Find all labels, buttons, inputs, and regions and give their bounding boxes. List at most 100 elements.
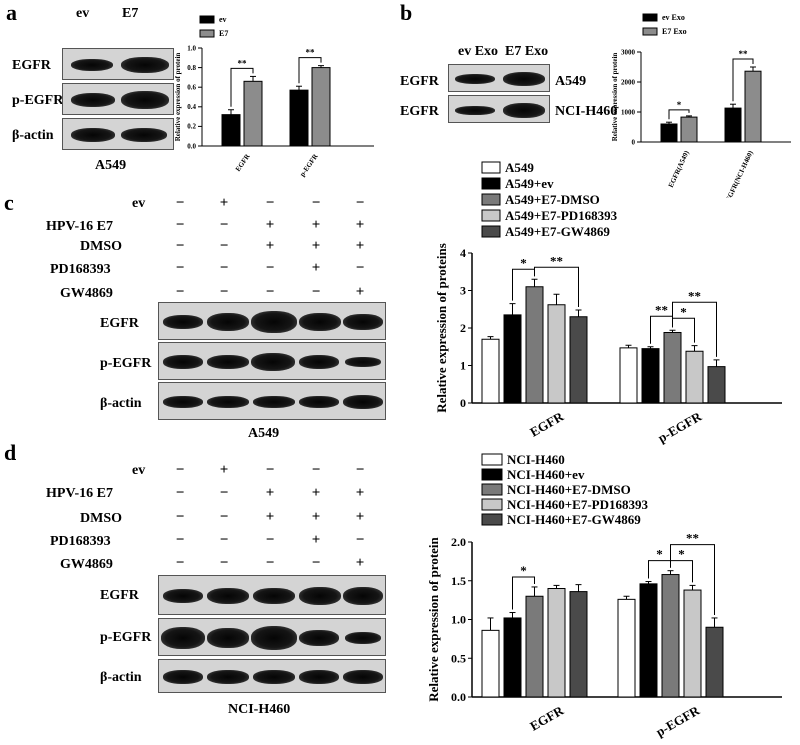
- legend-label: ev: [219, 15, 227, 24]
- treatment-sign: +: [355, 284, 365, 300]
- bar: [663, 332, 682, 404]
- x-tick-label: p-EGFR: [653, 702, 702, 739]
- legend-label: E7 Exo: [662, 27, 687, 36]
- legend-label: A549+E7-PD168393: [505, 208, 618, 223]
- bar: [481, 629, 500, 698]
- row-label-p-egfr: p-EGFR: [100, 356, 152, 371]
- significance-bracket: [732, 58, 754, 102]
- y-tick-label: 0: [460, 396, 466, 410]
- treatment-sign: −: [311, 555, 321, 571]
- y-axis-label: Relative expression of protein: [426, 536, 441, 701]
- legend-swatch: [642, 27, 658, 36]
- legend-label: NCI-H460+E7-GW4869: [507, 512, 641, 527]
- y-axis-label: Relative expression of proteins: [434, 243, 449, 413]
- band: [163, 315, 203, 329]
- y-tick-label: 0.8: [187, 64, 196, 72]
- treatment-sign: −: [175, 217, 185, 233]
- legend-swatch: [481, 498, 503, 511]
- band: [161, 627, 205, 649]
- band: [71, 93, 115, 107]
- row-label-egfr: EGFR: [100, 588, 139, 603]
- treatment-sign: −: [265, 555, 275, 571]
- band: [343, 314, 383, 330]
- treatment-sign: −: [175, 485, 185, 501]
- panel-label-a: a: [6, 0, 17, 25]
- treatment-label: GW4869: [60, 286, 113, 301]
- treatment-sign: −: [175, 462, 185, 478]
- treatment-sign: +: [311, 509, 321, 525]
- band: [503, 72, 545, 86]
- y-axis-label: Relative expression of protein: [174, 53, 182, 142]
- significance-label: **: [550, 253, 563, 268]
- bar: [243, 80, 263, 147]
- treatment-sign: −: [219, 555, 229, 571]
- blot-p-egfr: [62, 83, 174, 115]
- legend-swatch: [481, 513, 503, 526]
- treatment-sign: −: [311, 284, 321, 300]
- band: [251, 626, 297, 650]
- band: [253, 670, 295, 684]
- y-tick-label: 1.0: [451, 613, 466, 627]
- significance-bracket: [534, 266, 579, 307]
- bar: [619, 347, 638, 404]
- band: [253, 396, 295, 408]
- bar: [569, 591, 588, 698]
- y-tick-label: 4: [460, 246, 466, 260]
- cell-line-label: A549: [248, 426, 280, 441]
- significance-label: **: [306, 48, 316, 58]
- bar-chart-a: 0.0 0.2 0.4 0.6 0.8 1.0 Relative expression of…: [174, 15, 374, 178]
- treatment-sign: −: [265, 284, 275, 300]
- legend-label: NCI-H460+E7-PD168393: [507, 497, 649, 512]
- legend-swatch: [481, 483, 503, 496]
- bar: [724, 107, 742, 143]
- significance-bracket: [668, 109, 690, 120]
- legend-label: NCI-H460+ev: [507, 467, 585, 482]
- bar: [685, 350, 704, 404]
- band: [121, 57, 169, 73]
- y-tick-label: 0.0: [451, 690, 466, 704]
- bar: [617, 598, 636, 698]
- treatment-sign: −: [175, 532, 185, 548]
- y-tick-label: 0.0: [187, 142, 196, 150]
- treatment-sign: +: [311, 217, 321, 233]
- y-tick-label: 1.5: [451, 574, 466, 588]
- blot-beta-actin: [158, 382, 386, 420]
- treatment-sign: +: [311, 532, 321, 548]
- y-tick-label: 0.2: [187, 123, 196, 131]
- treatment-sign: +: [311, 485, 321, 501]
- blot-egfr-a549: [448, 64, 550, 92]
- lane-label-ev-exo: ev Exo: [458, 44, 499, 59]
- bar: [683, 589, 702, 698]
- treatment-sign: −: [175, 284, 185, 300]
- treatment-sign: −: [265, 462, 275, 478]
- legend-swatch: [642, 13, 658, 22]
- significance-label: *: [520, 255, 527, 270]
- treatment-sign: +: [355, 509, 365, 525]
- legend-swatch: [481, 468, 503, 481]
- band: [207, 588, 249, 604]
- legend-label: ev Exo: [662, 13, 685, 22]
- blot-p-egfr: [158, 618, 386, 656]
- band: [299, 670, 339, 684]
- band: [207, 313, 249, 331]
- band: [207, 355, 249, 369]
- row-label-egfr: EGFR: [12, 58, 51, 73]
- treatment-sign: −: [219, 485, 229, 501]
- significance-label: *: [677, 100, 682, 110]
- significance-label: *: [680, 304, 687, 319]
- y-tick-label: 1: [460, 359, 466, 373]
- row-label-beta-actin: β-actin: [12, 128, 54, 143]
- band: [299, 313, 341, 331]
- y-tick-label: 0: [632, 138, 636, 146]
- row-label-beta-actin: β-actin: [100, 396, 142, 411]
- legend-swatch: [481, 193, 501, 206]
- y-tick-label: 0.5: [451, 651, 466, 665]
- bar: [660, 123, 678, 143]
- band: [455, 74, 495, 84]
- significance-label: *: [678, 547, 685, 562]
- y-tick-label: 2.0: [451, 535, 466, 549]
- legend-swatch: [481, 161, 501, 174]
- treatment-sign: −: [265, 532, 275, 548]
- band: [343, 395, 383, 409]
- bar-chart-c: 0 1 2 3 4 Relative expression of proteins EGFR…: [434, 160, 782, 445]
